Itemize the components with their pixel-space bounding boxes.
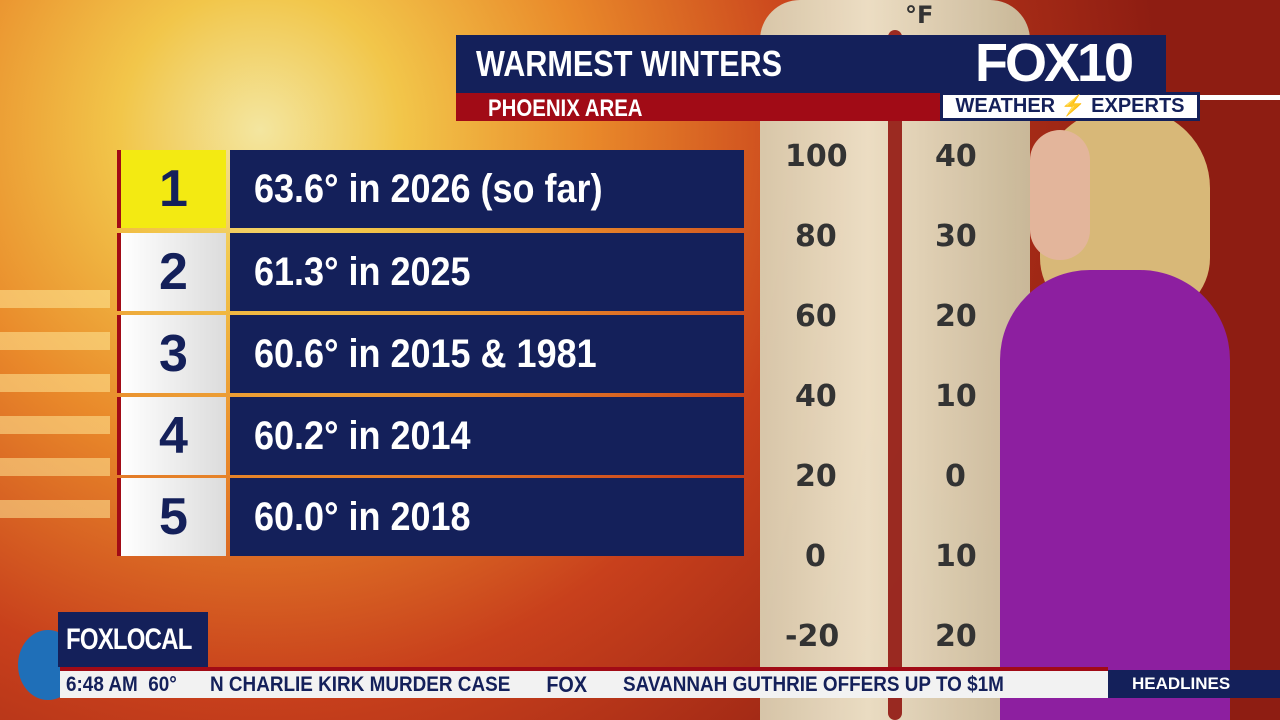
presenter-face <box>1030 130 1090 260</box>
ticker-section-label: HEADLINES <box>1108 670 1280 698</box>
ticker-accent <box>60 667 1108 671</box>
rank-value: 63.6° in 2026 (so far) <box>230 150 744 228</box>
tick-right: 20 <box>935 299 977 334</box>
tick-left: 20 <box>795 459 837 494</box>
ticker-time-temp: 6:48 AM 60° <box>66 673 177 696</box>
rank-value: 60.2° in 2014 <box>230 397 744 475</box>
tick-left: 80 <box>795 219 837 254</box>
weather-experts-logo: WEATHER ⚡ EXPERTS <box>940 92 1200 121</box>
background-stripes <box>0 290 110 530</box>
ranking-row: 2 61.3° in 2025 <box>117 233 744 311</box>
ranking-row: 5 60.0° in 2018 <box>117 478 744 556</box>
thermometer-unit: °F <box>905 1 934 29</box>
ticker-item: N CHARLIE KIRK MURDER CASE <box>210 673 511 696</box>
rank-value: 60.0° in 2018 <box>230 478 744 556</box>
rank-value: 60.6° in 2015 & 1981 <box>230 315 744 393</box>
ticker-item: SAVANNAH GUTHRIE OFFERS UP TO $1M <box>623 673 1004 696</box>
tick-right: 20 <box>935 619 977 654</box>
tick-right: 40 <box>935 139 977 174</box>
ranking-row: 4 60.2° in 2014 <box>117 397 744 475</box>
rank-number: 3 <box>117 315 226 393</box>
tick-right: 30 <box>935 219 977 254</box>
graphic-subtitle: PHOENIX AREA <box>488 95 643 122</box>
tick-right: 0 <box>945 459 966 494</box>
graphic-subtitle-bar: PHOENIX AREA <box>456 93 940 122</box>
tick-left: 40 <box>795 379 837 414</box>
rank-number: 5 <box>117 478 226 556</box>
tick-left: 0 <box>805 539 826 574</box>
tick-left: 100 <box>785 139 848 174</box>
rank-value: 61.3° in 2025 <box>230 233 744 311</box>
presenter <box>1000 270 1230 720</box>
tick-right: 10 <box>935 379 977 414</box>
ranking-row: 3 60.6° in 2015 & 1981 <box>117 315 744 393</box>
rank-number: 4 <box>117 397 226 475</box>
tick-left: -20 <box>785 619 840 654</box>
divider-line <box>1200 95 1280 100</box>
news-ticker: 6:48 AM 60° N CHARLIE KIRK MURDER CASE F… <box>60 671 1108 698</box>
fox10-logo: FOX10 <box>940 35 1166 92</box>
fox-logo: FOX <box>546 672 588 697</box>
rank-number: 2 <box>117 233 226 311</box>
ranking-row: 1 63.6° in 2026 (so far) <box>117 150 744 228</box>
thermometer-tube <box>888 30 902 720</box>
tick-right: 10 <box>935 539 977 574</box>
graphic-header: WARMEST WINTERS <box>456 35 940 93</box>
graphic-title: WARMEST WINTERS <box>476 43 782 84</box>
fox-local-logo: FOXLOCAL <box>58 612 208 667</box>
ticker-crawl: N CHARLIE KIRK MURDER CASE FOX SAVANNAH … <box>210 671 1004 698</box>
tick-left: 60 <box>795 299 837 334</box>
rank-number: 1 <box>117 150 226 228</box>
